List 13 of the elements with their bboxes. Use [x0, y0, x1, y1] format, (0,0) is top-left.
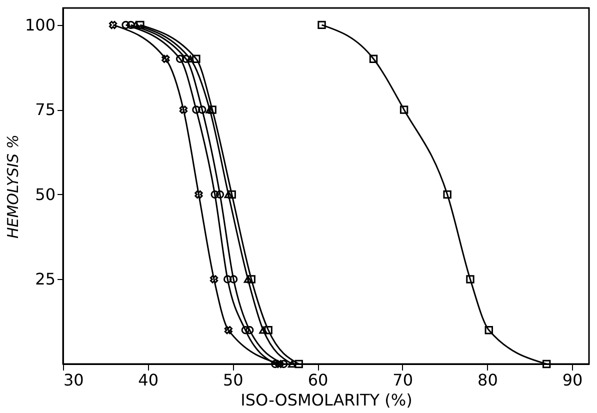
- y-tick-label: 50: [35, 184, 56, 204]
- x-tick-label: 90: [562, 370, 583, 390]
- y-tick-label: 100: [24, 15, 56, 34]
- x-tick-label: 50: [223, 370, 244, 390]
- x-tick-label: 40: [138, 370, 159, 390]
- y-tick-label: 75: [35, 100, 56, 120]
- x-tick-label: 30: [64, 370, 84, 390]
- x-tick-label: 60: [308, 370, 328, 390]
- y-tick-label: 25: [35, 270, 56, 289]
- x-tick-label: 80: [478, 370, 498, 390]
- x-tick-label: 70: [392, 370, 414, 390]
- x-axis-title: ISO-OSMOLARITY (%): [240, 390, 412, 410]
- y-axis-title: HEMOLYSIS %: [4, 134, 22, 239]
